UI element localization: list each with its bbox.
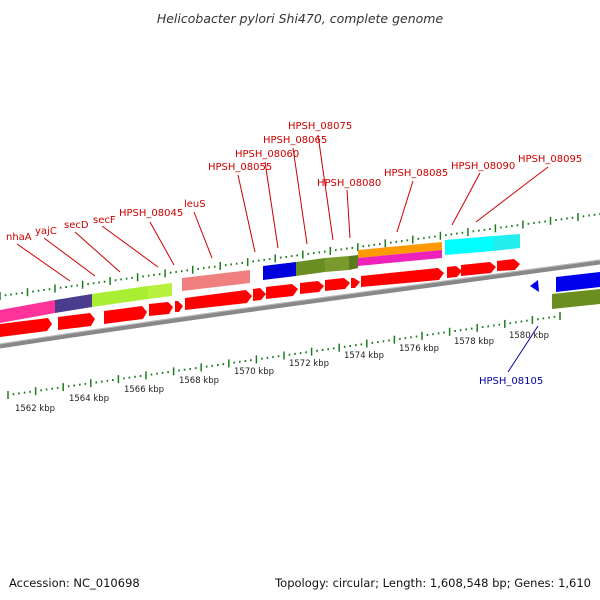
outer-tick-ring xyxy=(0,213,600,300)
gene-label: HPSH_08060 xyxy=(235,149,299,160)
cds-arrow xyxy=(149,302,173,316)
label-leader-lines xyxy=(16,134,549,373)
feature-block-magenta xyxy=(358,250,442,266)
kbp-label: 1576 kbp xyxy=(399,344,439,354)
leader-line xyxy=(451,172,481,226)
gene-label: HPSH_08090 xyxy=(451,161,515,172)
cds-arrow xyxy=(185,290,252,310)
feature-block-olive xyxy=(325,256,349,272)
cds-track xyxy=(0,259,520,337)
gene-label: yajC xyxy=(35,226,57,237)
cds-arrow xyxy=(58,313,95,330)
feature-block-cyan xyxy=(445,236,493,255)
kbp-label: 1568 kbp xyxy=(179,376,219,386)
leader-line xyxy=(346,189,351,239)
cds-arrow xyxy=(447,266,462,278)
cds-arrow xyxy=(361,268,444,287)
gene-label-reverse: HPSH_08105 xyxy=(479,376,543,387)
gene-label: HPSH_08045 xyxy=(119,208,183,219)
kbp-label: 1578 kbp xyxy=(454,337,494,347)
gene-label: HPSH_08055 xyxy=(208,162,272,173)
cds-arrow xyxy=(266,284,298,299)
leader-line xyxy=(292,147,308,245)
cds-arrow xyxy=(351,278,360,288)
leader-line xyxy=(149,221,175,266)
kbp-label: 1562 kbp xyxy=(15,404,55,414)
genome-backbone xyxy=(0,259,600,349)
gene-label: HPSH_08085 xyxy=(384,168,448,179)
kbp-label: 1580 kbp xyxy=(509,331,549,341)
kbp-tick-ring xyxy=(7,312,561,399)
gene-label: HPSH_08080 xyxy=(317,178,381,189)
cds-arrow xyxy=(325,278,350,291)
cds-arrow xyxy=(104,306,147,324)
feature-block-olive xyxy=(552,289,600,309)
accession-text: Accession: NC_010698 xyxy=(9,576,140,590)
leader-line xyxy=(101,225,159,268)
feature-block-dark-purple xyxy=(55,294,92,313)
cds-arrow xyxy=(175,301,183,312)
cds-arrow xyxy=(497,259,520,271)
genome-backbone-highlight xyxy=(0,259,600,345)
feature-block-orange xyxy=(358,242,442,258)
map-title: Helicobacter pylori Shi470, complete gen… xyxy=(157,11,444,26)
kbp-label: 1572 kbp xyxy=(289,359,329,369)
feature-block-yellow-green xyxy=(148,283,172,299)
kbp-scale-labels: 1562 kbp 1564 kbp 1566 kbp 1568 kbp 1570… xyxy=(15,331,549,414)
feature-block-blue xyxy=(263,262,296,280)
kbp-label: 1564 kbp xyxy=(69,394,109,404)
cds-arrow xyxy=(0,318,52,337)
kbp-label: 1574 kbp xyxy=(344,351,384,361)
cds-arrow-reverse xyxy=(530,280,539,292)
leader-line xyxy=(317,134,334,241)
leader-line xyxy=(16,243,71,282)
feature-block-olive xyxy=(349,255,358,270)
leader-line xyxy=(475,166,549,223)
feature-block-olive xyxy=(296,258,325,276)
leader-line xyxy=(237,174,256,253)
cds-arrow xyxy=(253,288,266,301)
gene-label: secD xyxy=(64,220,89,231)
gene-label: secF xyxy=(93,215,116,226)
leader-line xyxy=(264,161,279,249)
feature-block-cyan xyxy=(493,234,520,251)
leader-line xyxy=(43,237,96,277)
feature-block-yellow-green xyxy=(92,286,148,307)
kbp-label: 1570 kbp xyxy=(234,367,274,377)
gene-label: HPSH_08075 xyxy=(288,121,352,132)
gene-label: HPSH_08095 xyxy=(518,154,582,165)
feature-block-blue xyxy=(556,272,600,292)
leader-line xyxy=(396,180,414,233)
feature-track xyxy=(0,234,600,323)
gene-labels: nhaA yajC secD secF HPSH_08045 leuS HPSH… xyxy=(6,121,582,387)
leader-line xyxy=(193,211,213,259)
genome-summary-text: Topology: circular; Length: 1,608,548 bp… xyxy=(274,576,591,590)
leader-line xyxy=(74,231,121,273)
gene-label: HPSH_08065 xyxy=(263,135,327,146)
gene-label: leuS xyxy=(184,199,206,210)
kbp-label: 1566 kbp xyxy=(124,385,164,395)
cds-arrow xyxy=(300,281,324,294)
leader-line-reverse xyxy=(507,325,539,373)
feature-block-pink xyxy=(0,300,55,323)
gene-label: nhaA xyxy=(6,232,32,243)
feature-block-salmon xyxy=(182,270,250,291)
cds-arrow xyxy=(461,262,496,276)
